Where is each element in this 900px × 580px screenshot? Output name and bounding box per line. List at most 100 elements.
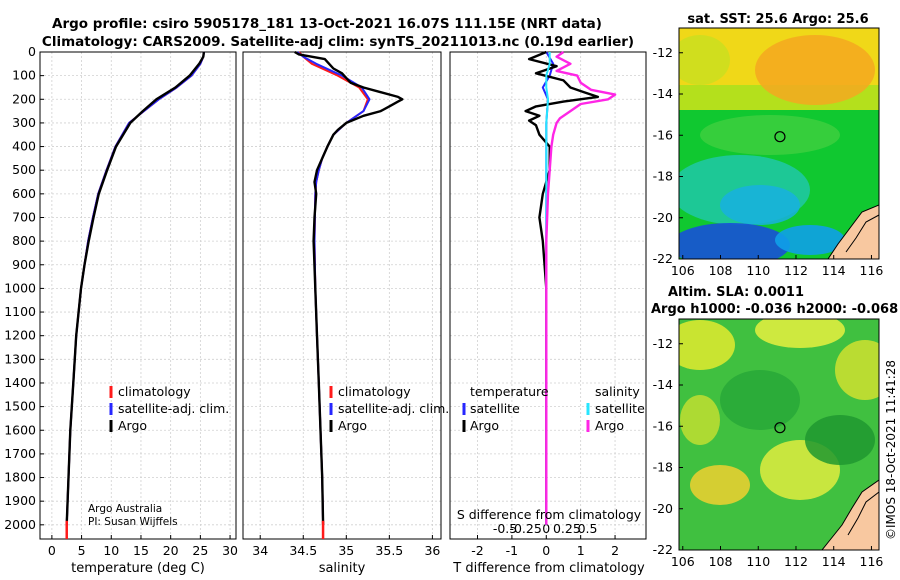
x-tick-label: 35 [338,543,354,558]
sla-map-panel: Altim. SLA: 0.0011 Argo h1000: -0.036 h2… [651,285,898,569]
map-x-tick-label: 106 [671,263,695,278]
legend-argo: Argo [338,418,367,433]
series-line-satellite-adj-clim- [65,51,205,525]
sla-high-6 [680,395,720,445]
map-y-tick-label: -20 [653,501,673,516]
difference-axes-box [449,51,647,540]
y-tick-label: 200 [12,91,36,106]
sst-land [827,204,879,259]
s-diff-tick-label: 0.25 [553,521,581,536]
sla-map-box [678,318,880,551]
legend-s-argo: Argo [595,418,624,433]
map-x-tick-label: 108 [709,263,733,278]
t-difference-axis-ticks: -2 -1 0 1 2 [471,535,619,558]
sla-high-1 [679,320,735,370]
y-tick-label: 1300 [4,351,36,366]
sla-map-field [679,319,879,550]
legend-t-argo: Argo [470,418,499,433]
sst-warm-patch [755,35,875,105]
s-diff-tick-label: -0.5 [493,521,517,536]
map-x-tick-label: 114 [822,554,846,569]
s-diff-tick-label: -0.25 [509,521,541,536]
difference-panel: -2 -1 0 1 2 -0.5-0.25 0 0.250.5 S difference f… [449,50,647,576]
x-tick-label: 30 [222,543,238,558]
difference-series [524,50,617,525]
map-y-tick-label: -12 [653,45,673,60]
x-tick-label: 0 [542,543,550,558]
legend-argo: Argo [118,418,147,433]
sst-map-title: sat. SST: 25.6 Argo: 25.6 [687,12,868,27]
title-line-1: Argo profile: csiro 5905178_181 13-Oct-2… [52,16,602,32]
map-x-tick-label: 116 [860,554,884,569]
sla-coast-contour [847,491,879,536]
temperature-xlabel: temperature (deg C) [71,561,205,576]
map-y-tick-label: -14 [653,377,673,392]
x-tick-label: 25 [192,543,208,558]
temperature-legend: climatology satellite-adj. clim. Argo [109,384,229,433]
x-tick-label: 36 [424,543,440,558]
temperature-series [65,51,206,539]
map-x-tick-label: 112 [784,554,808,569]
x-tick-label: 5 [78,543,86,558]
series-line-argo [65,51,206,525]
salinity-axes-box [242,51,442,540]
sla-map-subtitle: Argo h1000: -0.036 h2000: -0.068 [651,302,898,317]
y-tick-label: 300 [12,115,36,130]
map-x-tick-label: 110 [746,554,770,569]
salinity-legend: climatology satellite-adj. clim. Argo [329,384,449,433]
y-tick-label: 1600 [4,422,36,437]
map-y-tick-label: -22 [653,251,673,266]
difference-grid [450,51,646,539]
sst-patch-3 [700,115,840,155]
map-y-tick-label: -18 [653,169,673,184]
sst-coast-contour [845,214,879,253]
t-difference-xlabel: T difference from climatology [452,561,645,576]
sst-map-box [678,27,880,260]
y-tick-label: 400 [12,139,36,154]
sst-map-ticks: 106 108 110 112 114 116 -12 -14 -16 -18 -20 -22 [653,45,884,278]
salinity-series [294,50,404,539]
x-tick-label: 2 [611,543,619,558]
y-tick-label: 100 [12,68,36,83]
x-tick-label: 35.5 [375,543,403,558]
y-tick-label: 700 [12,209,36,224]
x-tick-label: -1 [506,543,518,558]
credit-argo-australia: Argo Australia [88,503,162,515]
map-y-tick-label: -16 [653,418,673,433]
legend-satellite-adj-clim: satellite-adj. clim. [338,401,449,416]
temperature-axis-ticks: 0 5 10 15 20 25 30 [48,535,238,558]
x-tick-label: 20 [163,543,179,558]
sla-low-2 [805,415,875,465]
sla-low-1 [720,370,800,430]
map-x-tick-label: 116 [860,263,884,278]
y-tick-label: 1700 [4,446,36,461]
s-diff-tick-label: 0 [542,521,550,536]
legend-s-satellite: satellite [595,401,645,416]
map-x-tick-label: 106 [671,554,695,569]
sla-argo-location-marker [774,422,786,434]
s-difference-axis-ticks: -0.5-0.25 0 0.250.5 [493,521,598,536]
s-diff-tick-label: 0.5 [578,521,598,536]
map-x-tick-label: 114 [822,263,846,278]
x-tick-label: 34.5 [289,543,317,558]
legend-title-salinity: salinity [595,384,640,399]
y-tick-label: 1100 [4,304,36,319]
map-x-tick-label: 110 [746,263,770,278]
s-difference-xlabel: S difference from climatology [457,507,642,522]
credit-pi: PI: Susan Wijffels [88,516,178,528]
series-line-climatology [298,51,369,525]
y-tick-label: 900 [12,257,36,272]
sst-map-panel: sat. SST: 25.6 Argo: 25.6 106 108 110 112 11… [653,12,884,278]
x-tick-label: 1 [577,543,585,558]
series-line-climatology [65,51,205,525]
sst-patch-2 [679,35,730,85]
sst-cold-patch [679,223,790,259]
sst-cold-patch-2 [775,225,845,255]
map-x-tick-label: 112 [784,263,808,278]
map-y-tick-label: -22 [653,542,673,557]
sla-map-ticks: 106 108 110 112 114 116 -12 -14 -16 -18 -20 -22 [653,336,884,569]
x-tick-label: 34 [252,543,268,558]
salinity-grid [243,51,441,539]
y-tick-label: 1200 [4,328,36,343]
